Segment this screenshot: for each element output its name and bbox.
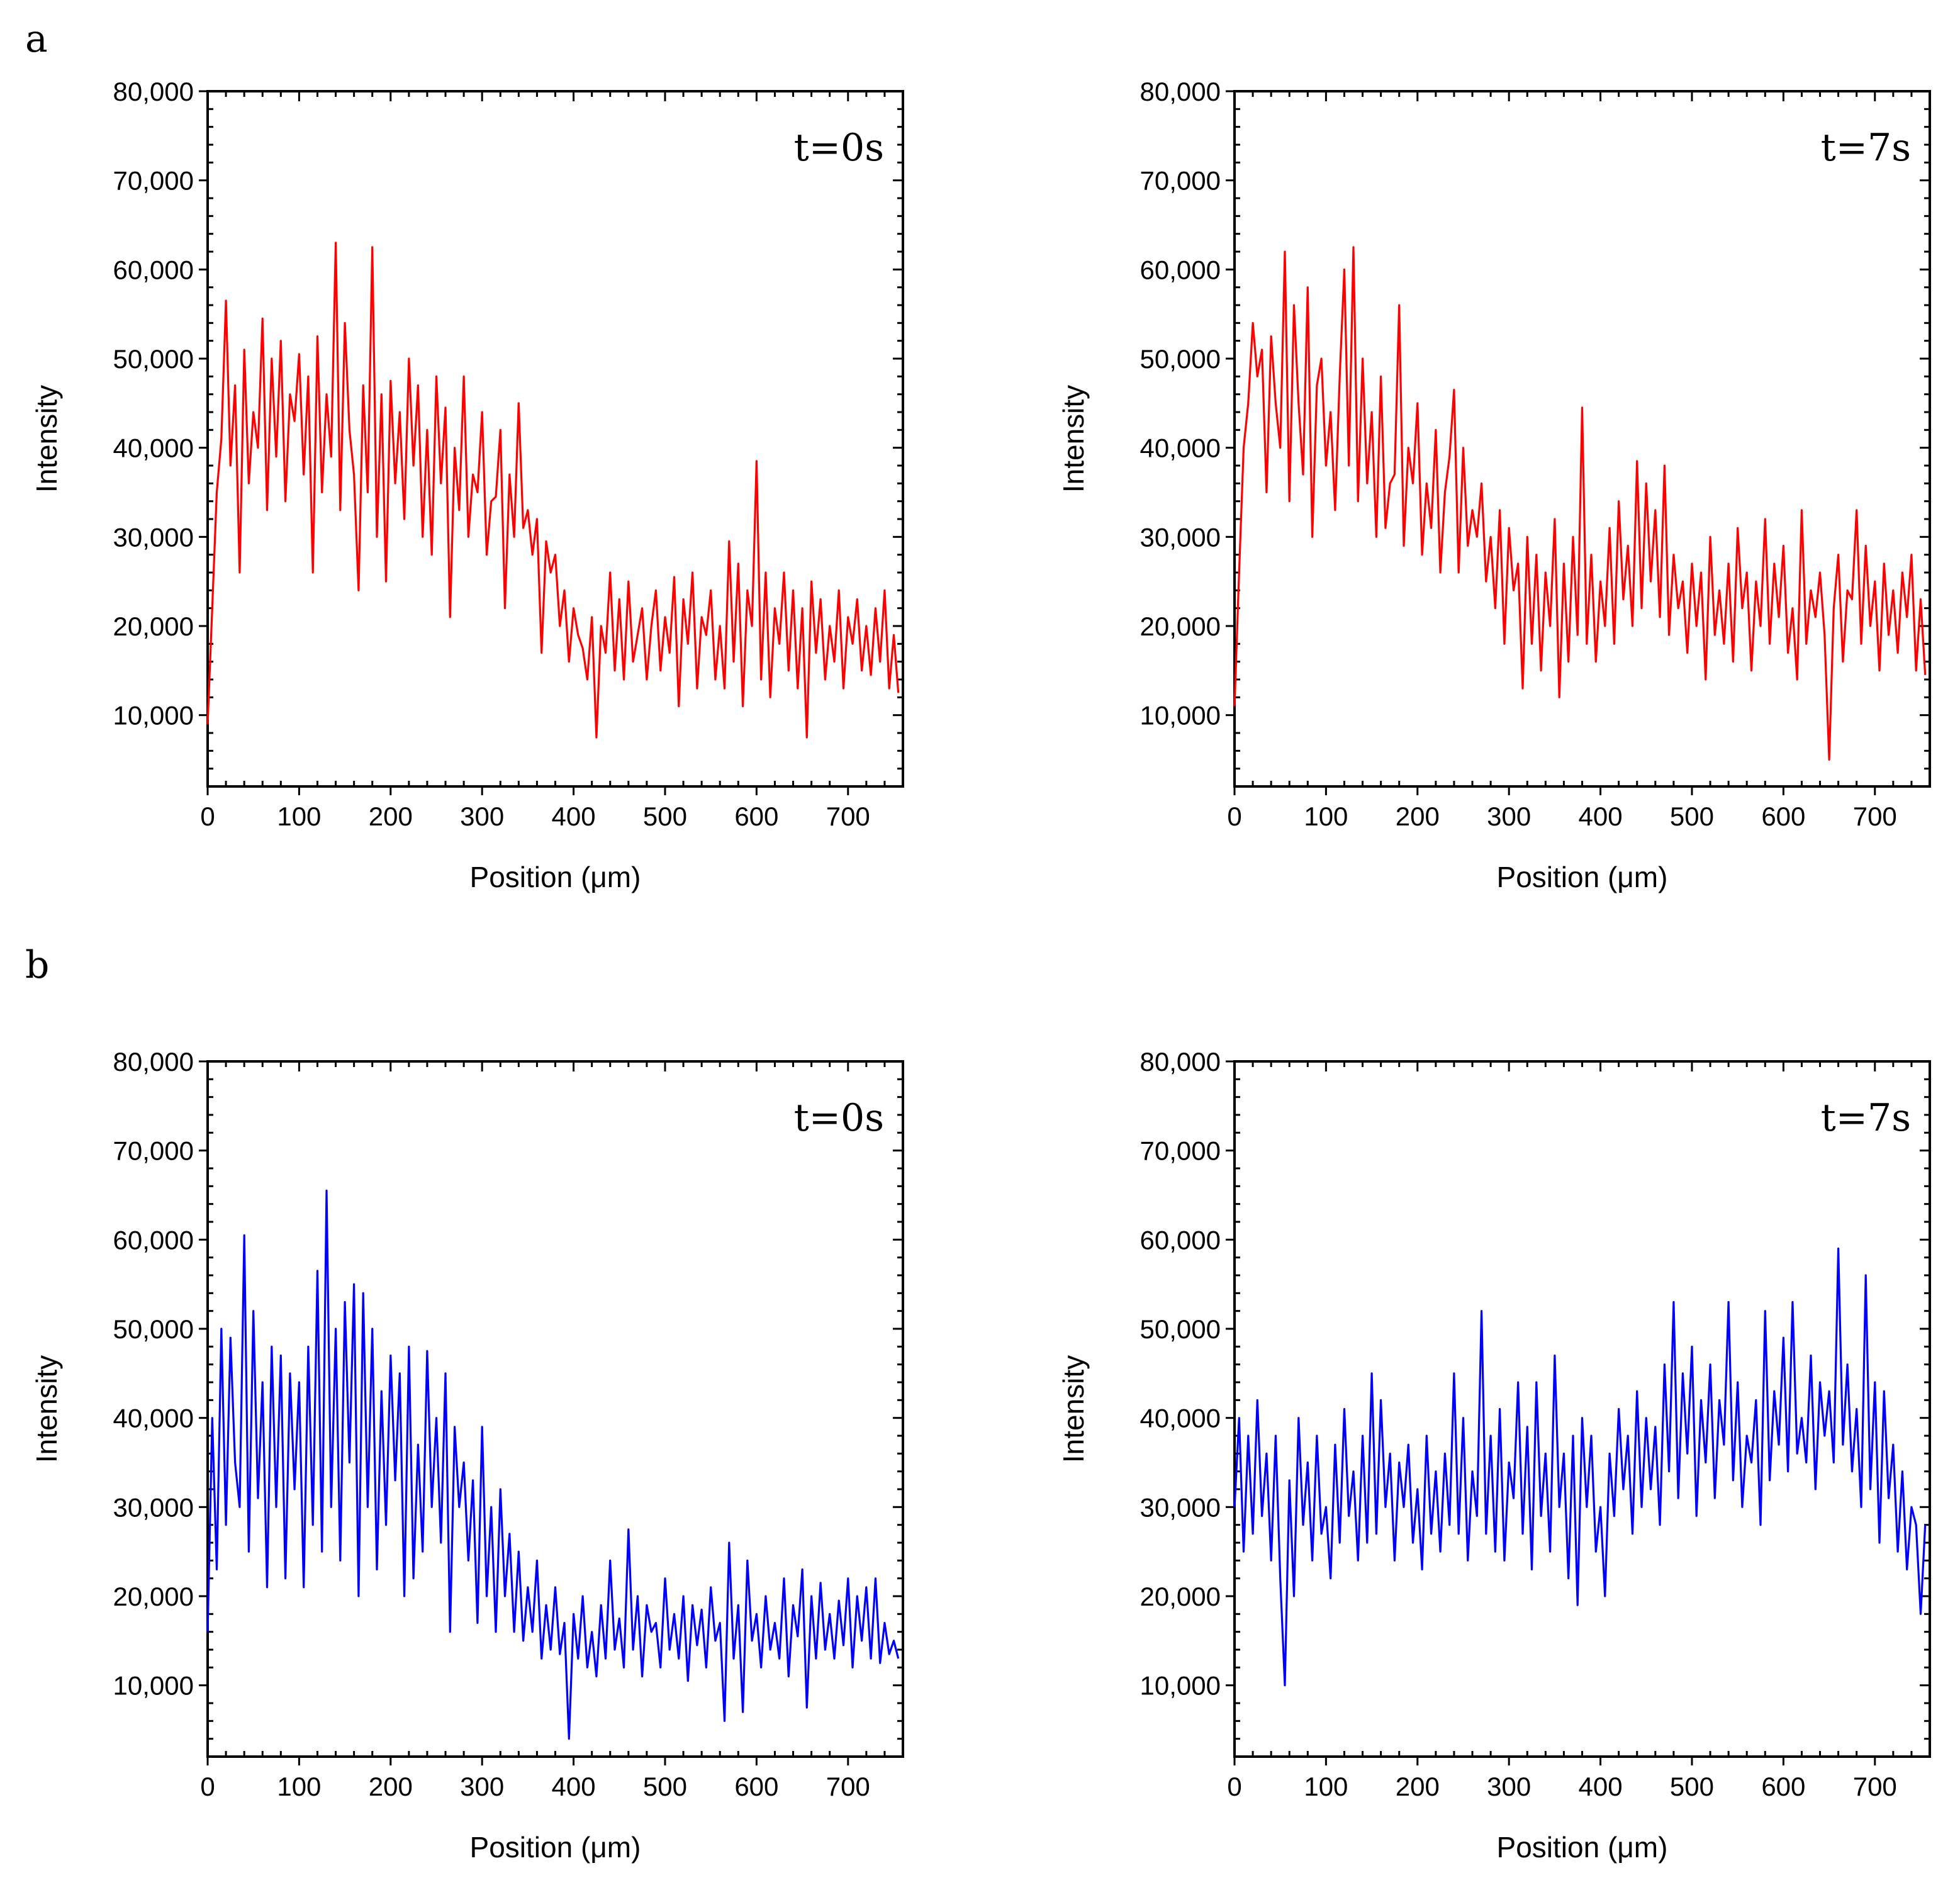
time-label: t=0s (794, 1096, 884, 1140)
y-tick-label: 40,000 (1140, 433, 1221, 463)
chart-a-right: 0 100 200 300 400 500 600 700 10,000 20,000 30,000… (1057, 77, 1931, 893)
x-tick-label: 500 (643, 802, 687, 831)
y-axis-label: Intensity (30, 1355, 63, 1463)
x-tick-label: 500 (1670, 802, 1714, 831)
series-line (1233, 1247, 1927, 1687)
x-tick-label: 400 (552, 1772, 596, 1801)
y-tick-label: 40,000 (113, 433, 194, 463)
plot-frame (206, 1060, 904, 1758)
x-axis-label: Position (μm) (1497, 1831, 1668, 1864)
x-tick-label: 300 (1487, 1772, 1531, 1801)
x-tick-label: 200 (1396, 1772, 1440, 1801)
series-points (207, 242, 899, 738)
y-tick-label: 60,000 (1140, 255, 1221, 284)
time-label: t=7s (1821, 126, 1911, 170)
y-tick-label: 20,000 (1140, 1582, 1221, 1611)
x-tick-label: 300 (1487, 802, 1531, 831)
series-points (1234, 1248, 1925, 1686)
y-axis-label: Intensity (30, 385, 63, 493)
y-tick-label: 20,000 (113, 1582, 194, 1611)
series-points (1234, 247, 1925, 760)
y-tick-label: 30,000 (1140, 1492, 1221, 1522)
y-tick-label: 40,000 (113, 1404, 194, 1433)
time-label: t=7s (1821, 1096, 1911, 1140)
y-tick-label: 70,000 (1140, 166, 1221, 196)
x-tick-label: 100 (277, 802, 321, 831)
x-tick-label: 400 (1579, 802, 1623, 831)
chart-b-right: 0 100 200 300 400 500 600 700 10,000 20,000 30,000… (1057, 1047, 1931, 1864)
x-tick-label: 500 (643, 1772, 687, 1801)
series-points (207, 1190, 899, 1739)
chart-b-left: 0 100 200 300 400 500 600 700 10,000 20,000 30,000… (30, 1047, 904, 1864)
y-tick-label: 30,000 (1140, 522, 1221, 552)
series-line (1233, 246, 1927, 761)
y-axis-label: Intensity (1057, 385, 1090, 493)
time-label: t=0s (794, 126, 884, 170)
x-tick-label: 300 (460, 802, 504, 831)
x-axis-label: Position (μm) (470, 1831, 641, 1864)
panel-label-a: a (25, 17, 48, 61)
y-tick-label: 40,000 (1140, 1404, 1221, 1433)
y-tick-label: 80,000 (1140, 77, 1221, 106)
y-tick-label: 10,000 (1140, 1671, 1221, 1701)
x-tick-label: 600 (734, 1772, 778, 1801)
y-tick-label: 10,000 (1140, 701, 1221, 730)
y-tick-label: 30,000 (113, 1492, 194, 1522)
x-tick-label: 0 (200, 802, 215, 831)
y-tick-label: 20,000 (113, 612, 194, 641)
x-tick-label: 0 (200, 1772, 215, 1801)
y-tick-label: 60,000 (1140, 1225, 1221, 1255)
y-tick-label: 70,000 (113, 166, 194, 196)
y-axis-label: Intensity (1057, 1355, 1090, 1463)
series-line (206, 242, 900, 739)
x-axis-label: Position (μm) (1497, 861, 1668, 893)
y-tick-label: 60,000 (113, 1225, 194, 1255)
x-tick-label: 700 (1853, 1772, 1897, 1801)
y-tick-label: 50,000 (113, 344, 194, 374)
x-tick-label: 400 (552, 802, 596, 831)
y-tick-label: 50,000 (113, 1314, 194, 1344)
x-tick-label: 0 (1227, 802, 1241, 831)
x-tick-label: 0 (1227, 1772, 1241, 1801)
series-line (206, 1189, 900, 1740)
x-tick-label: 500 (1670, 1772, 1714, 1801)
panel-label-b: b (25, 943, 49, 987)
x-axis-label: Position (μm) (470, 861, 641, 893)
y-tick-label: 70,000 (113, 1136, 194, 1166)
x-tick-label: 600 (1761, 1772, 1805, 1801)
y-tick-label: 10,000 (113, 1671, 194, 1701)
x-tick-label: 300 (460, 1772, 504, 1801)
y-tick-label: 60,000 (113, 255, 194, 284)
x-tick-label: 200 (1396, 802, 1440, 831)
y-tick-label: 30,000 (113, 522, 194, 552)
y-tick-label: 80,000 (113, 1047, 194, 1076)
x-tick-label: 400 (1579, 1772, 1623, 1801)
y-tick-label: 20,000 (1140, 612, 1221, 641)
x-tick-label: 200 (369, 1772, 413, 1801)
y-tick-label: 50,000 (1140, 1314, 1221, 1344)
y-tick-label: 80,000 (113, 77, 194, 106)
minor-ticks (1235, 1061, 1930, 1757)
plot-frame (1233, 1060, 1931, 1758)
minor-ticks (208, 91, 903, 786)
chart-a-left: 0 100 200 300 400 500 600 700 10,000 20,000 30,000… (30, 77, 904, 893)
x-tick-label: 700 (1853, 802, 1897, 831)
y-tick-label: 80,000 (1140, 1047, 1221, 1076)
x-tick-label: 600 (1761, 802, 1805, 831)
x-tick-label: 100 (1304, 802, 1348, 831)
y-tick-label: 50,000 (1140, 344, 1221, 374)
x-tick-label: 100 (277, 1772, 321, 1801)
x-tick-label: 600 (734, 802, 778, 831)
y-tick-label: 10,000 (113, 701, 194, 730)
x-tick-label: 200 (369, 802, 413, 831)
x-tick-label: 100 (1304, 1772, 1348, 1801)
x-tick-label: 700 (826, 1772, 870, 1801)
x-tick-label: 700 (826, 802, 870, 831)
y-tick-label: 70,000 (1140, 1136, 1221, 1166)
